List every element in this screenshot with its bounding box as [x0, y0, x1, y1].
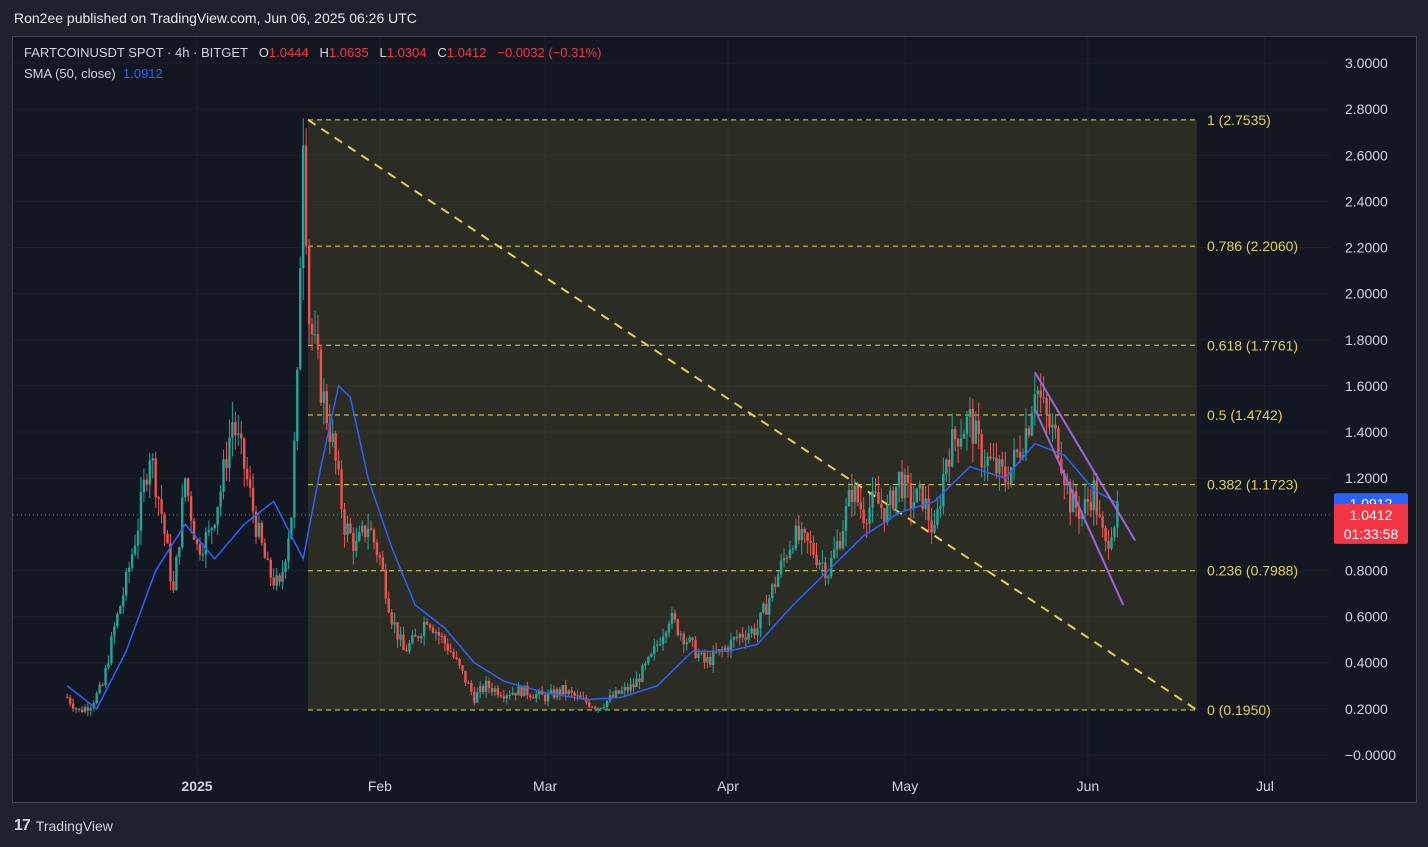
close-value: 1.0412 [446, 45, 487, 60]
open-label: O [258, 45, 269, 60]
change-value: −0.0032 (−0.31%) [497, 45, 602, 60]
high-label: H [319, 45, 329, 60]
sma-value: 1.0912 [123, 66, 163, 81]
low-label: L [379, 45, 387, 60]
chart-frame [12, 36, 1417, 803]
brand-label: TradingView [35, 818, 113, 834]
tradingview-logo[interactable]: 17 TradingView [14, 817, 113, 835]
sma-legend: SMA (50, close) 1.0912 [24, 66, 163, 81]
tv-logo-icon: 17 [14, 817, 31, 834]
open-value: 1.0444 [268, 45, 309, 60]
high-value: 1.0635 [328, 45, 369, 60]
publisher-line: Ron2ee published on TradingView.com, Jun… [14, 10, 417, 26]
low-value: 1.0304 [386, 45, 427, 60]
close-label: C [437, 45, 447, 60]
symbol-label[interactable]: FARTCOINUSDT SPOT · 4h · BITGET [24, 45, 248, 60]
sma-label[interactable]: SMA (50, close) [24, 66, 116, 81]
symbol-legend: FARTCOINUSDT SPOT · 4h · BITGET O1.0444 … [24, 45, 601, 60]
